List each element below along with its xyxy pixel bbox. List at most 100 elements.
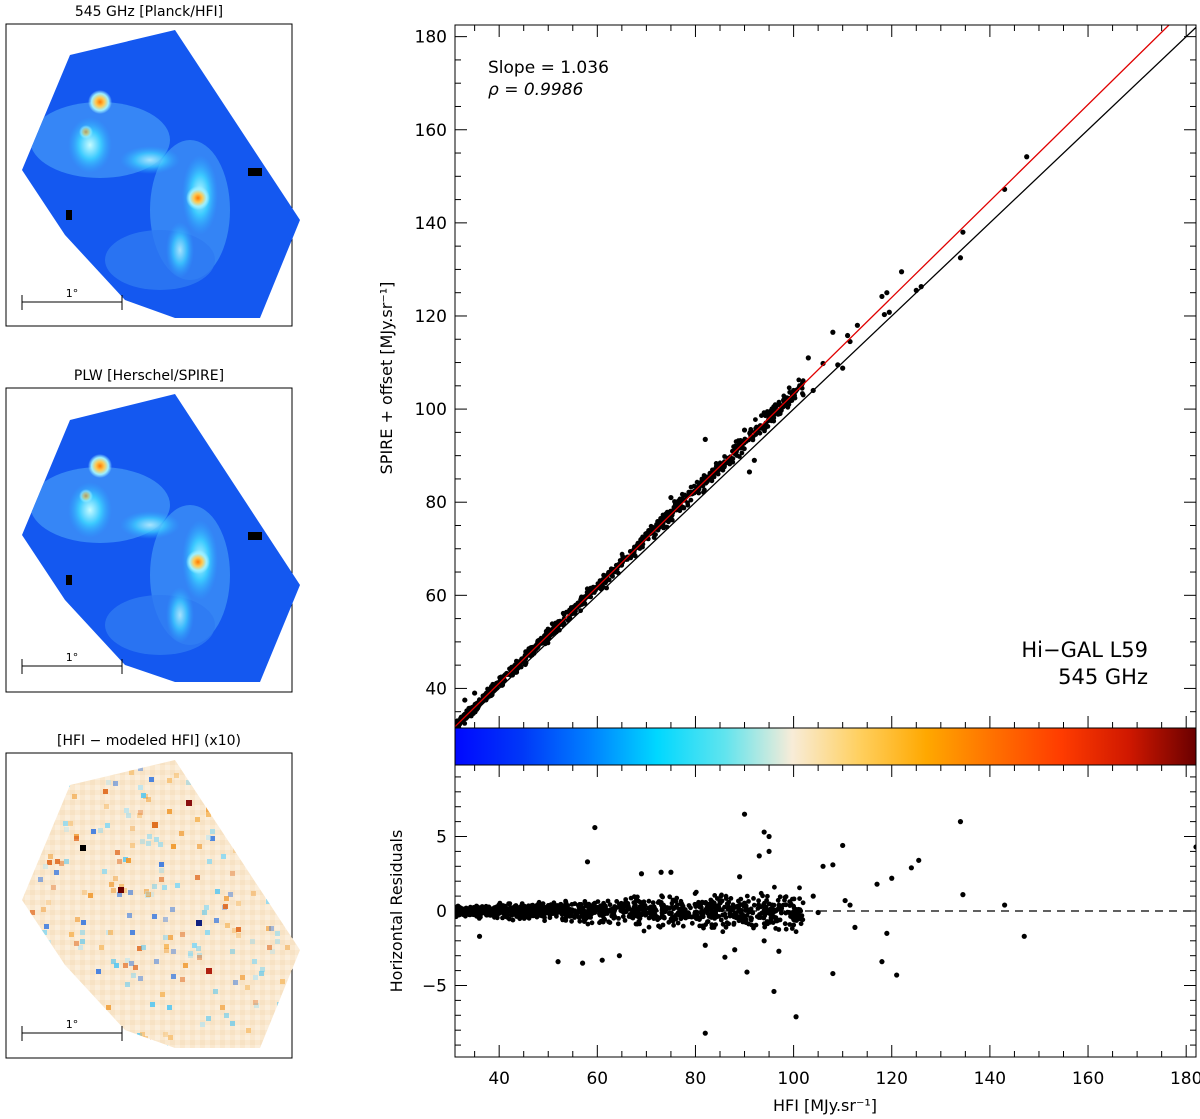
residual-point <box>737 874 743 880</box>
residual-point <box>668 869 674 875</box>
residual-point <box>720 921 726 927</box>
scatter-y-label: SPIRE + offset [MJy.sr⁻¹] <box>377 282 396 475</box>
residual-point <box>559 912 565 917</box>
map3-panel: 1° <box>5 752 300 1059</box>
residual-point <box>693 889 699 895</box>
fit-line <box>455 25 1170 728</box>
residual-point <box>666 919 672 925</box>
x-tick-label: 100 <box>777 1069 809 1089</box>
residual-point <box>479 909 485 914</box>
residual-point <box>736 898 741 904</box>
scatter-point <box>697 482 703 488</box>
scatter-point <box>805 355 811 361</box>
residual-point <box>559 906 565 912</box>
residual-point <box>569 902 575 907</box>
scatter-point <box>688 497 694 503</box>
residual-point <box>592 824 598 831</box>
one-to-one-line <box>456 26 1196 728</box>
scatter-point <box>781 393 787 399</box>
residual-point <box>741 811 748 817</box>
residual-point <box>728 896 734 901</box>
scatter-point <box>655 519 660 524</box>
residual-point <box>773 926 779 931</box>
scatter-point <box>796 377 802 383</box>
residual-point <box>793 1014 799 1020</box>
scatter-point <box>680 505 686 510</box>
scatter-point <box>753 417 758 422</box>
residual-point <box>791 922 797 928</box>
residual-point <box>689 920 695 926</box>
residual-point <box>680 923 686 929</box>
residual-point <box>584 859 591 865</box>
residual-point <box>741 904 747 909</box>
residual-point <box>738 908 744 913</box>
residual-point <box>744 893 750 899</box>
residual-point <box>916 857 922 863</box>
scatter-point <box>498 678 504 683</box>
scatter-point <box>881 311 887 318</box>
residual-point <box>621 901 627 907</box>
residual-point <box>765 893 770 899</box>
residual-point <box>761 829 767 835</box>
residual-point <box>775 897 781 903</box>
y-tick-label: 140 <box>415 214 447 234</box>
residual-point <box>650 900 656 906</box>
scatter-point <box>743 439 749 444</box>
residual-point <box>798 921 804 927</box>
scatter-point <box>685 502 691 508</box>
residual-point <box>732 947 738 953</box>
scatter-panel: 40 60 80 100 120 140 160 180 Slope = 1.036 ρ = … <box>377 24 1197 729</box>
residual-point <box>894 972 900 978</box>
x-tick-label: 160 <box>1072 1069 1104 1089</box>
residual-point <box>783 926 789 932</box>
residual-point <box>847 902 853 908</box>
map1-image <box>22 30 300 318</box>
residual-point <box>748 915 754 921</box>
residual-points <box>455 811 1196 1036</box>
residual-point <box>793 918 799 923</box>
residual-point <box>718 893 724 899</box>
slope-label: Slope = 1.036 <box>488 58 609 78</box>
residual-point <box>467 907 473 913</box>
residual-point <box>698 903 703 908</box>
residual-point <box>722 954 728 960</box>
scatter-point <box>800 392 806 398</box>
residual-point <box>646 924 652 930</box>
y-tick-label: 100 <box>415 400 447 420</box>
residual-point <box>492 906 497 912</box>
scatter-point <box>748 428 754 434</box>
residual-point <box>776 948 782 954</box>
scatter-point <box>709 478 715 484</box>
y-tick-label: 180 <box>415 28 447 48</box>
residual-point <box>788 914 793 919</box>
scatter-point <box>696 490 702 496</box>
scatter-point <box>751 457 757 463</box>
residual-point <box>957 819 964 825</box>
residual-point <box>673 916 679 922</box>
residual-point <box>782 921 788 927</box>
residual-point <box>563 900 569 906</box>
residual-point <box>756 898 761 904</box>
x-tick-label: 180 <box>1170 1069 1200 1089</box>
residual-point <box>742 919 748 925</box>
colorbar-gradient <box>454 727 1197 766</box>
residual-point <box>607 902 613 908</box>
scatter-point <box>739 450 745 456</box>
scatter-point <box>643 532 649 538</box>
residual-point <box>582 899 588 904</box>
residual-point <box>777 894 783 900</box>
residual-point <box>542 910 548 916</box>
residual-point <box>703 922 708 927</box>
scatter-point <box>514 658 519 664</box>
residual-point <box>720 929 726 935</box>
scatter-point <box>840 365 846 371</box>
residual-point <box>550 903 555 909</box>
residual-point <box>662 915 667 921</box>
residual-point <box>526 914 532 920</box>
scatter-point <box>844 332 851 339</box>
residual-panel: −5 0 5 40 60 80 100 120 140 160 180 Horizontal Res… <box>387 764 1200 1115</box>
residual-point <box>830 970 836 977</box>
scatter-point <box>668 508 673 514</box>
residual-point <box>760 893 765 899</box>
